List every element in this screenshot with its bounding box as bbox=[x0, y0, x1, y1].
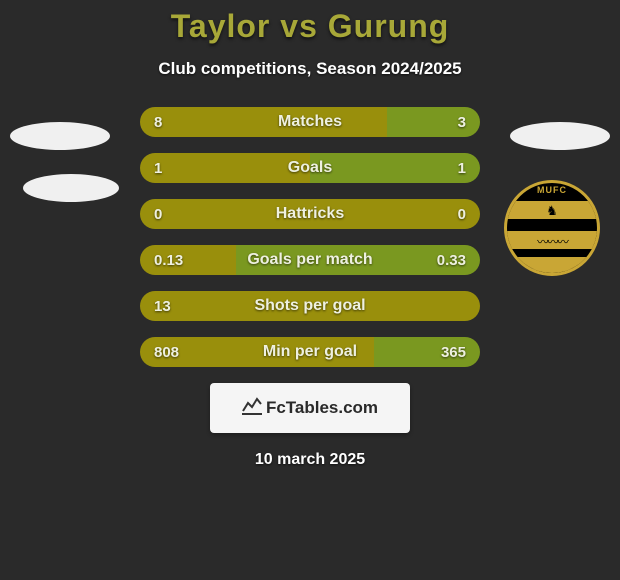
stat-right-value: 0.33 bbox=[437, 245, 466, 275]
stats-panel: 8Matches3 1Goals1 0Hattricks0 0.13Goals per… bbox=[140, 107, 480, 367]
stat-label: Goals per match bbox=[140, 245, 480, 275]
stat-label: Matches bbox=[140, 107, 480, 137]
stat-label: Shots per goal bbox=[140, 291, 480, 321]
lion-icon: ♞ bbox=[507, 203, 597, 219]
date-label: 10 march 2025 bbox=[0, 451, 620, 469]
stat-right-value: 1 bbox=[458, 153, 466, 183]
brand-box[interactable]: FcTables.com bbox=[210, 383, 410, 433]
stat-label: Min per goal bbox=[140, 337, 480, 367]
subtitle: Club competitions, Season 2024/2025 bbox=[0, 59, 620, 79]
left-flag-placeholder bbox=[10, 122, 110, 150]
brand-label: FcTables.com bbox=[266, 398, 378, 418]
stat-label: Hattricks bbox=[140, 199, 480, 229]
page-title: Taylor vs Gurung bbox=[0, 8, 620, 45]
stat-row: 0.13Goals per match0.33 bbox=[140, 245, 480, 275]
left-silhouette-placeholder bbox=[23, 174, 119, 202]
stat-right-value: 365 bbox=[441, 337, 466, 367]
stat-right-value: 0 bbox=[458, 199, 466, 229]
stat-row: 808Min per goal365 bbox=[140, 337, 480, 367]
club-badge-text: MUFC bbox=[507, 185, 597, 195]
stat-row: 0Hattricks0 bbox=[140, 199, 480, 229]
wave-icon: 〰〰〰 bbox=[507, 233, 597, 250]
stat-right-value: 3 bbox=[458, 107, 466, 137]
chart-icon bbox=[242, 397, 262, 420]
stat-label: Goals bbox=[140, 153, 480, 183]
right-flag-placeholder bbox=[510, 122, 610, 150]
stat-row: 13Shots per goal bbox=[140, 291, 480, 321]
stat-row: 1Goals1 bbox=[140, 153, 480, 183]
stat-row: 8Matches3 bbox=[140, 107, 480, 137]
club-badge: MUFC ♞ 〰〰〰 bbox=[504, 180, 600, 276]
